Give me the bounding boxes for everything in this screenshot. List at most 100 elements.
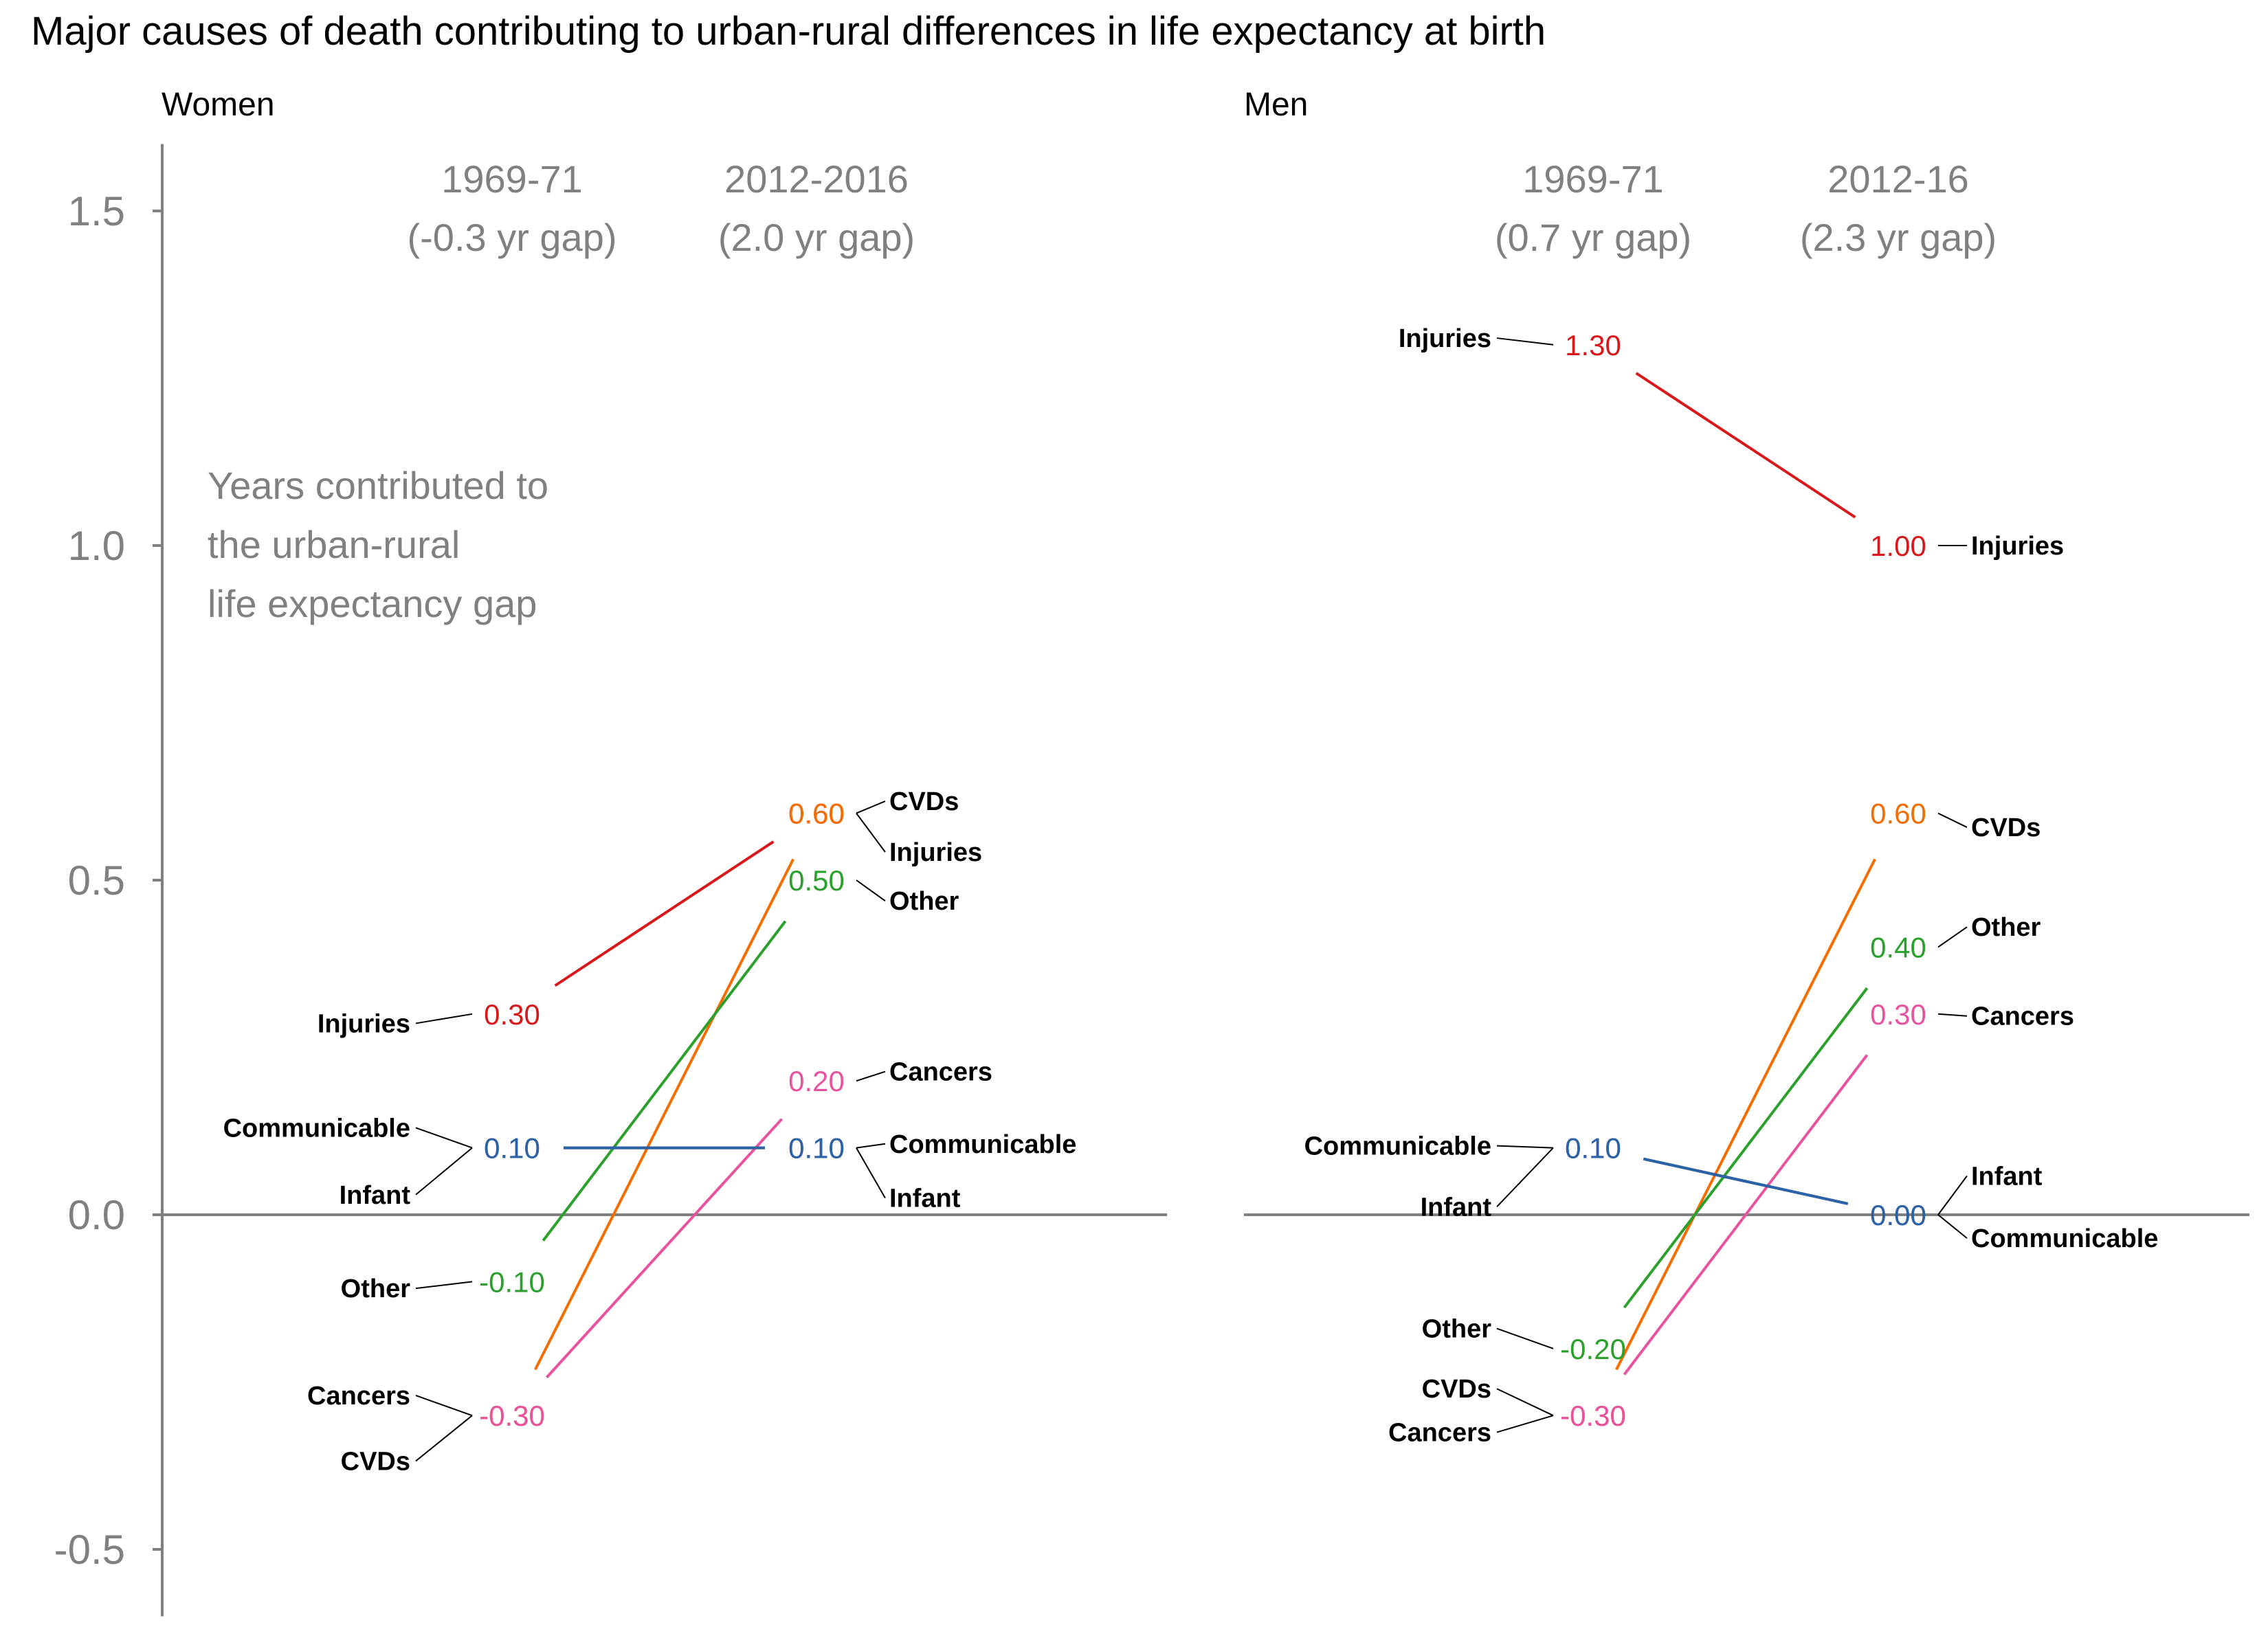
category-label-start-injuries: Injuries <box>1399 324 1491 353</box>
value-label-start-injuries: 1.30 <box>1565 329 1621 361</box>
slope-line-other <box>542 920 787 1242</box>
panel-title: Men <box>1244 87 1308 123</box>
leader-line <box>1937 812 1968 828</box>
value-label-start-cancers: -0.30 <box>1560 1400 1626 1432</box>
value-label-end-communicable: 0.10 <box>788 1132 845 1165</box>
value-label-end-injuries: 1.00 <box>1870 530 1926 562</box>
category-label-end-cvds: CVDs <box>1971 814 2041 842</box>
category-label-start-other: Other <box>341 1275 411 1303</box>
category-label-end-cvds: CVDs <box>889 787 959 816</box>
y-tick-label: -0.5 <box>54 1527 125 1573</box>
leader-line <box>415 1013 473 1024</box>
value-label-end-cancers: 0.30 <box>1870 998 1926 1031</box>
category-label-start-cancers: Cancers <box>307 1382 410 1411</box>
value-label-start-communicable: 0.10 <box>484 1132 540 1165</box>
category-label-end-communicable: Communicable <box>1971 1224 2158 1253</box>
category-label-start-other: Other <box>1422 1315 1492 1344</box>
slope-line-cancers <box>545 1118 783 1379</box>
leader-line <box>1937 926 1968 948</box>
period-gap-label: (-0.3 yr gap) <box>408 216 617 259</box>
value-label-end-cvds: 0.60 <box>1870 798 1926 830</box>
category-label-end-cancers: Cancers <box>889 1058 992 1087</box>
value-label-start-cancers: -0.30 <box>479 1400 545 1432</box>
leader-line <box>1496 1415 1554 1433</box>
leader-line <box>856 1143 886 1149</box>
category-label-end-communicable: Communicable <box>889 1130 1076 1159</box>
panel-title: Women <box>162 87 275 123</box>
value-label-end-cvds: 0.60 <box>788 798 845 830</box>
value-label-end-other: 0.40 <box>1870 931 1926 963</box>
period-label: 1969-71 <box>441 157 583 201</box>
y-tick-label: 0.0 <box>68 1192 125 1238</box>
value-label-start-cvds: -0.30 <box>1560 1400 1626 1432</box>
period-gap-label: (2.3 yr gap) <box>1800 216 1997 259</box>
y-axis: -0.5 0.0 0.5 1.0 1.5 <box>54 144 164 1617</box>
leader-line <box>1496 1388 1554 1417</box>
chart-title: Major causes of death contributing to ur… <box>31 9 1546 54</box>
category-label-start-communicable: Communicable <box>223 1114 410 1143</box>
annotation-line: life expectancy gap <box>208 582 537 625</box>
value-label-end-cancers: 0.20 <box>788 1065 845 1097</box>
leader-line <box>856 800 886 814</box>
leader-line <box>415 1147 473 1196</box>
leader-line <box>856 813 886 853</box>
value-label-end-communicable: 0.00 <box>1870 1199 1926 1231</box>
category-label-end-infant: Infant <box>1971 1163 2043 1191</box>
value-label-start-infant: 0.10 <box>1565 1132 1621 1165</box>
category-label-start-infant: Infant <box>1421 1193 1492 1222</box>
leader-line <box>1937 1214 1968 1239</box>
y-tick-label: 1.0 <box>68 523 125 569</box>
value-label-start-communicable: 0.10 <box>1565 1132 1621 1165</box>
slope-line-cvds <box>1615 858 1876 1371</box>
value-label-start-infant: 0.10 <box>484 1132 540 1165</box>
value-label-end-injuries: 0.60 <box>788 798 845 830</box>
leader-line <box>856 1070 886 1082</box>
value-label-end-other: 0.50 <box>788 864 845 897</box>
value-label-start-other: -0.20 <box>1560 1333 1626 1365</box>
leader-line <box>856 879 886 902</box>
value-label-end-infant: 0.00 <box>1870 1199 1926 1231</box>
period-label: 1969-71 <box>1522 157 1664 201</box>
category-label-end-other: Other <box>1971 913 2041 942</box>
category-label-start-cancers: Cancers <box>1388 1419 1491 1448</box>
leader-line <box>1937 1175 1968 1215</box>
period-label: 2012-16 <box>1827 157 1969 201</box>
category-label-end-injuries: Injuries <box>889 838 982 867</box>
category-label-end-infant: Infant <box>889 1185 961 1213</box>
leader-line <box>1937 1013 1968 1017</box>
y-tick-label: 1.5 <box>68 188 125 234</box>
slope-line-cvds <box>534 858 794 1371</box>
leader-line <box>1496 337 1554 346</box>
category-label-start-cvds: CVDs <box>1422 1375 1491 1404</box>
panel-women: Women 1969-71 (-0.3 yr gap) 2012-2016 (2.0 y… <box>162 87 1167 1476</box>
leader-line <box>856 1147 886 1199</box>
period-gap-label: (0.7 yr gap) <box>1495 216 1691 259</box>
category-label-start-communicable: Communicable <box>1304 1132 1491 1161</box>
period-gap-label: (2.0 yr gap) <box>718 216 915 259</box>
leader-line <box>415 1395 473 1417</box>
category-label-end-injuries: Injuries <box>1971 532 2064 561</box>
leader-line <box>415 1281 473 1290</box>
leader-line <box>1496 1147 1554 1208</box>
annotation-line: the urban-rural <box>208 523 460 566</box>
leader-line <box>1496 1145 1554 1149</box>
value-label-start-injuries: 0.30 <box>484 998 540 1031</box>
period-label: 2012-2016 <box>724 157 909 201</box>
slope-line-injuries <box>1635 372 1856 519</box>
leader-line <box>415 1415 473 1462</box>
category-label-start-injuries: Injuries <box>318 1009 410 1038</box>
slope-line-injuries <box>554 840 775 987</box>
slope-line-cancers <box>1623 1054 1869 1376</box>
slope-line-infant <box>1643 1157 1849 1205</box>
category-label-end-other: Other <box>889 887 959 916</box>
value-label-end-infant: 0.10 <box>788 1132 845 1165</box>
leader-line <box>1496 1327 1554 1349</box>
category-label-start-infant: Infant <box>340 1181 411 1210</box>
category-label-start-cvds: CVDs <box>341 1447 410 1476</box>
annotation-line: Years contributed to <box>208 464 548 507</box>
slope-line-other <box>1623 987 1869 1309</box>
y-tick-label: 0.5 <box>68 857 125 904</box>
leader-line <box>415 1127 473 1149</box>
value-label-start-cvds: -0.30 <box>479 1400 545 1432</box>
